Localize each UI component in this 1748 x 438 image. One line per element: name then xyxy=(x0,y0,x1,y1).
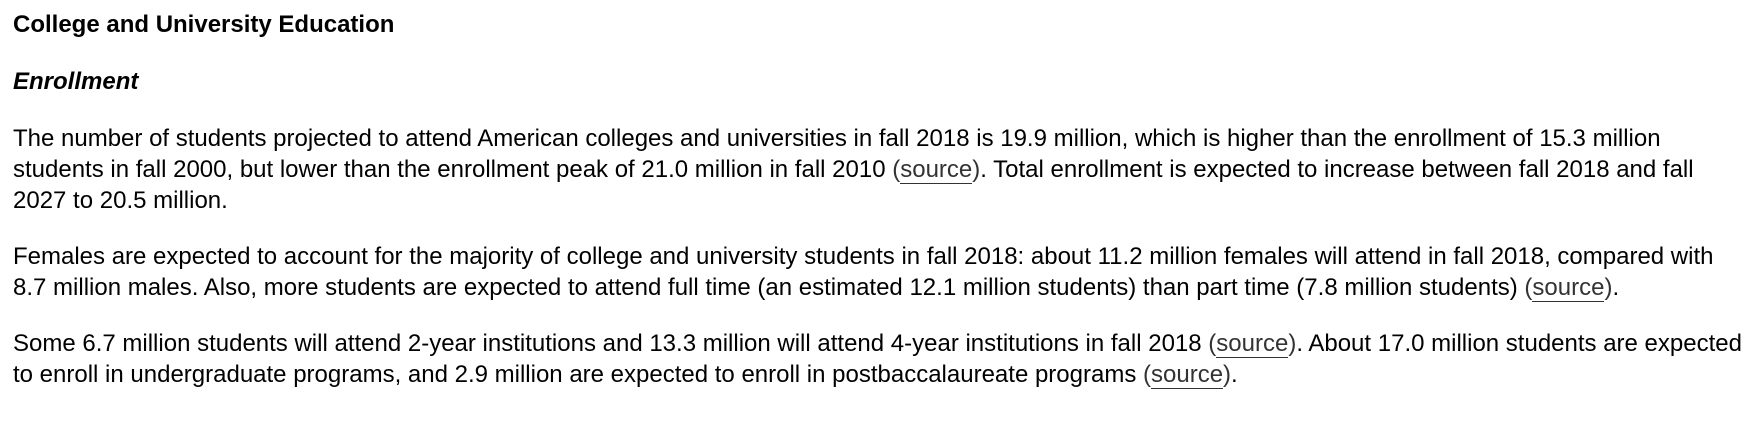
paragraph-enrollment-total: The number of students projected to atte… xyxy=(13,123,1743,216)
source-link[interactable]: source xyxy=(1216,330,1289,358)
section-title: College and University Education xyxy=(13,11,395,38)
paren-open: ( xyxy=(1143,361,1151,388)
paragraph-text: . Total enrollment is expected to increa… xyxy=(13,156,1694,214)
source-link[interactable]: source xyxy=(1151,361,1224,389)
paren-close: ) xyxy=(1223,361,1232,388)
section-subtitle: Enrollment xyxy=(13,68,139,95)
paragraph-text: . xyxy=(1612,274,1620,301)
paren-open: ( xyxy=(892,156,901,183)
source-link[interactable]: source xyxy=(1532,274,1605,302)
paragraph-text: Females are expected to account for the … xyxy=(13,243,1714,301)
paragraph-text: The number of students projected to atte… xyxy=(13,125,1661,183)
paren-open: ( xyxy=(1208,330,1217,357)
paragraph-text: Some 6.7 million students will attend 2-… xyxy=(13,330,1209,357)
paren-open: ( xyxy=(1524,274,1533,301)
source-link[interactable]: source xyxy=(900,156,973,184)
paren-close: ) xyxy=(1288,330,1297,357)
paren-close: ) xyxy=(972,156,981,183)
paragraph-enrollment-institutions: Some 6.7 million students will attend 2-… xyxy=(13,328,1743,390)
paragraph-enrollment-gender: Females are expected to account for the … xyxy=(13,241,1743,303)
paragraph-text: . About 17.0 million students are expect… xyxy=(13,330,1742,388)
paren-close: ) xyxy=(1604,274,1613,301)
paragraph-text: . xyxy=(1231,361,1238,388)
